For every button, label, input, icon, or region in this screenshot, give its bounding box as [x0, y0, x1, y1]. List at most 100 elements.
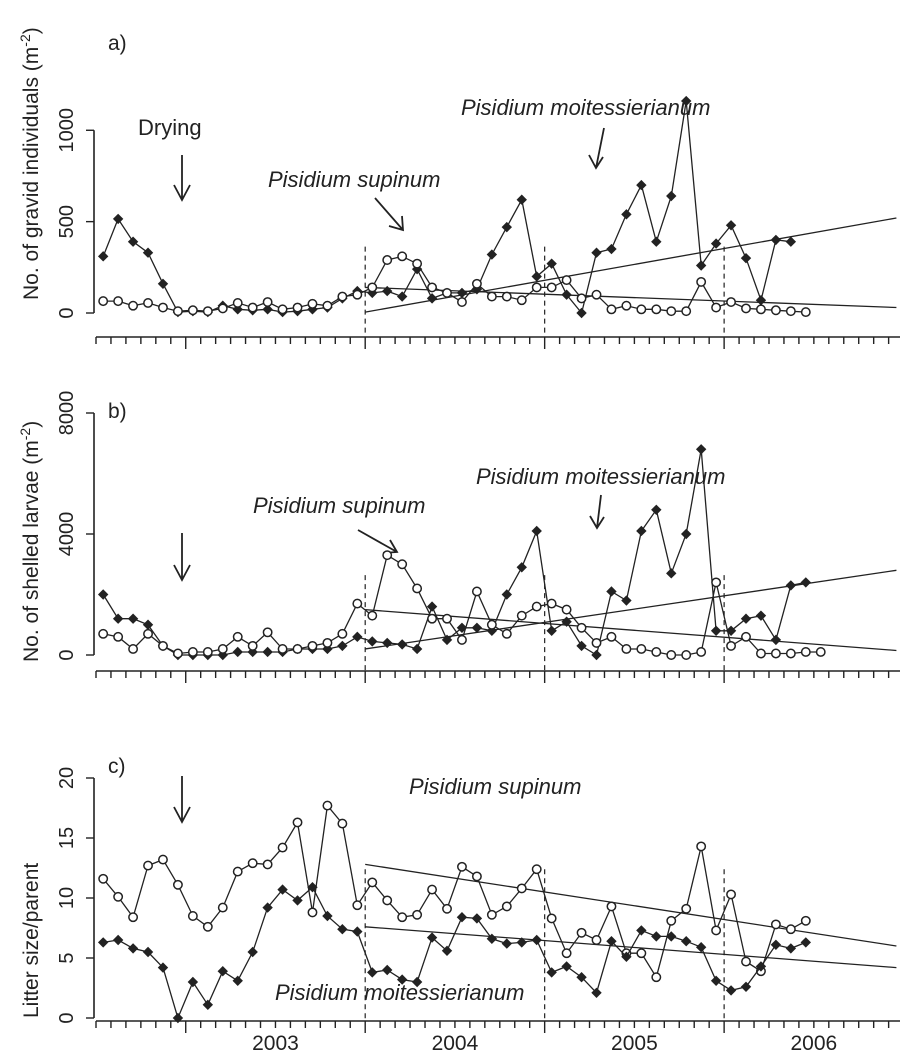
panel-b-label: b): [108, 400, 127, 423]
panel-c-supinum-point: [531, 864, 542, 875]
panel-a-moitessierianum-point: [262, 304, 273, 315]
panel-c-moitessierianum-point: [740, 981, 752, 992]
panel-c-supinum-point: [770, 919, 781, 930]
panel-c-supinum-point: [636, 948, 647, 959]
panel-a-moitessierianum-point: [546, 258, 557, 269]
panel-c-supinum-point: [187, 911, 198, 921]
panel-c-moitessierianum-point: [187, 976, 199, 988]
panel-a-supinum-point: [651, 304, 662, 315]
panel-a-moitessierianum-arrow: [588, 127, 605, 170]
panel-b-supinum-point: [247, 640, 258, 651]
panel-c-supinum-point: [412, 909, 423, 920]
panel-b-moitessierianum-point: [486, 625, 498, 636]
panel-c-moitessierianum-point: [202, 999, 214, 1010]
panel-c-supinum-point: [307, 907, 318, 918]
panel-c-supinum-point: [98, 873, 109, 884]
panel-a-supinum-point: [382, 255, 393, 265]
panel-a-supinum-point: [561, 275, 572, 286]
panel-c-moitessierianum-point: [710, 975, 722, 986]
panel-c-y-tick-label: 5: [56, 952, 78, 963]
panel-b-moitessierianum-point: [142, 619, 154, 630]
panel-b-supinum-label: Pisidium supinum: [253, 493, 425, 518]
panel-b-moitessierianum-point: [262, 646, 273, 658]
panel-a-moitessierianum-point: [755, 295, 767, 306]
panel-b-moitessierianum-point: [127, 613, 139, 624]
panel-c-moitessierianum-point: [426, 932, 438, 943]
panel-b-drying-arrow: [173, 533, 191, 582]
panel-b-supinum-point: [501, 628, 512, 639]
panel-b-supinum-point: [352, 598, 363, 609]
panel-a-supinum-point: [202, 306, 213, 317]
panel-b-supinum-point: [591, 637, 602, 648]
panel-a-moitessierianum-point: [426, 293, 438, 304]
panel-c-supinum-point: [651, 972, 662, 983]
panel-a-supinum-point: [143, 298, 153, 308]
panel-a-supinum-arrow: [374, 197, 404, 232]
panel-a-supinum-point: [666, 306, 677, 317]
panel-c-supinum-point: [337, 818, 348, 829]
panel-a-moitessierianum-point: [576, 307, 587, 319]
panel-c-moitessierianum-point: [382, 964, 393, 976]
panel-c-moitessierianum-point: [486, 933, 498, 944]
panel-b-ylabel: No. of shelled larvae (m-2): [17, 421, 43, 662]
panel-a-moitessierianum-point: [666, 190, 677, 202]
panel-a-supinum-point: [187, 305, 198, 316]
panel-b-moitessierianum-point: [322, 643, 333, 655]
panel-b-supinum-point: [382, 550, 393, 561]
panel-b-supinum-point: [756, 648, 766, 659]
panel-b-moitessierianum-point: [755, 610, 767, 621]
panel-a-moitessierianum-point: [636, 179, 647, 191]
panel-c-moitessierianum-point: [695, 942, 707, 953]
panel-c-supinum-point: [247, 858, 258, 869]
panel-b-supinum-point: [576, 622, 587, 633]
panel-c-moitessierianum-point: [127, 943, 139, 954]
panel-c-y-tick-label: 0: [56, 1012, 78, 1023]
panel-b-supinum-point: [412, 583, 423, 594]
panel-b-moitessierianum-point: [97, 589, 109, 600]
panel-b-supinum-point: [98, 628, 109, 639]
panel-b-supinum-point: [681, 650, 692, 660]
panel-a-supinum-point: [785, 306, 796, 317]
panel-b-supinum-point: [128, 644, 139, 654]
panel-a-moitessierianum-point: [606, 243, 617, 255]
panel-c-moitessierianum-point: [531, 934, 542, 946]
panel-b-moitessierianum-point: [112, 613, 124, 624]
panel-b-supinum-point: [711, 577, 722, 588]
panel-c-moitessierianum-point: [651, 931, 662, 942]
panel-b-moitessierianum-point: [621, 595, 632, 606]
panel-c-moitessierianum-point: [516, 937, 527, 948]
panel-c-supinum-point: [501, 901, 512, 912]
panel-b-supinum-point: [606, 631, 617, 642]
panel-c-supinum-point: [277, 842, 288, 853]
panel-c-moitessierianum-point: [456, 912, 468, 923]
panel-c-supinum-point: [382, 895, 393, 906]
panel-c-moitessierianum-label: Pisidium moitessierianum: [275, 980, 524, 1005]
panel-b-supinum-point: [262, 627, 273, 638]
panel-c-moitessierianum-point: [501, 938, 513, 949]
panel-a-moitessierianum-point: [501, 221, 513, 233]
panel-b-moitessierianum-point: [232, 646, 243, 658]
panel-a: No. of gravid individuals (m-2) a) Dryin…: [17, 27, 900, 349]
panel-a-supinum-point: [412, 258, 423, 269]
panel-a-moitessierianum-point: [770, 234, 782, 246]
panel-a-moitessierianum-point: [651, 236, 662, 247]
panel-c-moitessierianum-point: [247, 946, 258, 958]
panel-b-supinum-point: [172, 648, 183, 659]
panel-a-supinum-point: [277, 304, 288, 315]
panel-a-label: a): [108, 32, 127, 55]
panel-c-moitessierianum-point: [337, 924, 348, 935]
panel-a-supinum-point: [217, 303, 228, 314]
panel-c-supinum-point: [128, 912, 139, 923]
panel-a-supinum-point: [621, 300, 632, 311]
panel-c-supinum-point: [292, 817, 303, 828]
panel-c-moitessierianum-point: [681, 936, 692, 947]
panel-c-moitessierianum-point: [97, 937, 109, 948]
panel-c-moitessierianum-point: [322, 910, 333, 922]
panel-a-supinum-point: [307, 298, 318, 309]
x-tick-label-2004: 2004: [432, 1032, 479, 1055]
panel-b-supinum-point: [785, 648, 796, 659]
panel-c-moitessierianum-point: [396, 974, 408, 985]
panel-a-moitessierianum-point: [740, 252, 752, 264]
panel-c-moitessierianum-point: [800, 937, 811, 948]
panel-a-moitessierianum-point: [710, 238, 722, 249]
